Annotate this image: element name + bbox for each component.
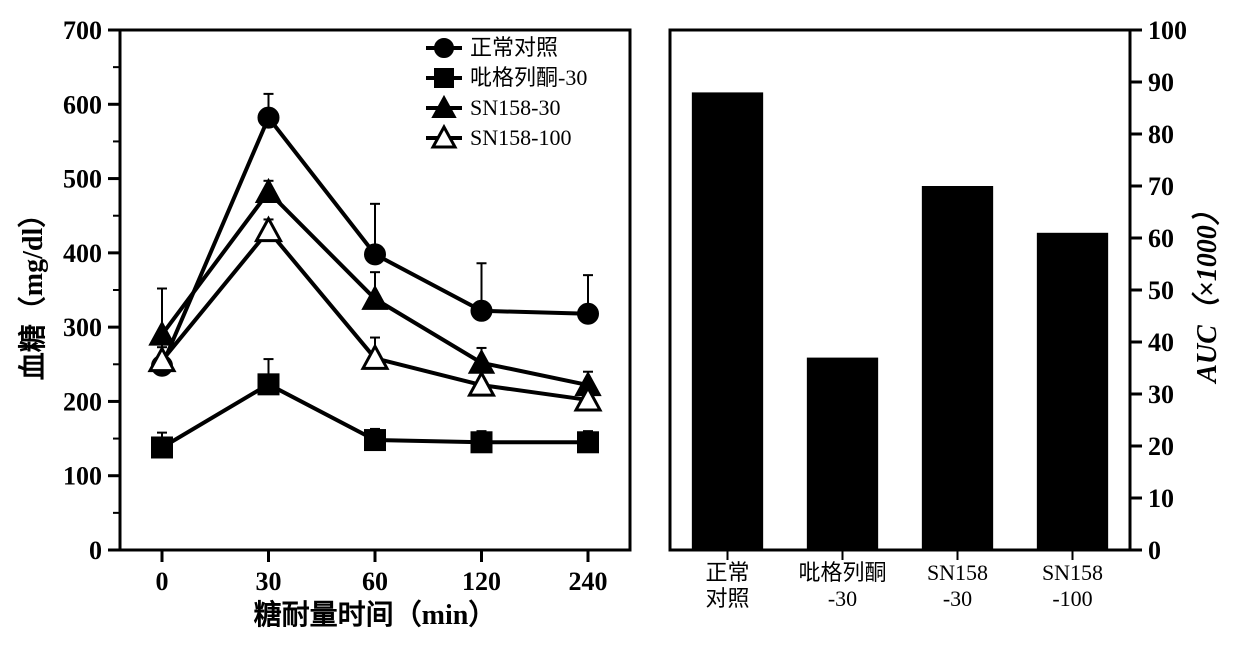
- marker-square: [365, 430, 385, 450]
- bar-y-tick-label: 20: [1148, 432, 1174, 461]
- line-chart-svg: 0 100 200 300 400 500 600 700 0 30 60 120 240 血糖（mg/d…: [10, 10, 650, 630]
- marker-square: [259, 374, 279, 394]
- bar-chart-panel: 0102030405060708090100正常对照吡格列酮-30SN158-3…: [650, 10, 1230, 630]
- bar-y-tick-label: 80: [1148, 120, 1174, 149]
- bar: [1037, 233, 1108, 550]
- y-tick-label: 600: [63, 90, 102, 119]
- bar: [692, 92, 763, 550]
- legend-label: SN158-100: [470, 125, 571, 150]
- bar-y-tick-label: 40: [1148, 328, 1174, 357]
- bar-y-tick-label: 30: [1148, 380, 1174, 409]
- bar: [922, 186, 993, 550]
- x-tick-label: 60: [362, 567, 388, 596]
- bar-cat-label-1: 吡格列酮: [798, 560, 886, 585]
- marker-triangle-filled: [257, 180, 281, 202]
- bar-cat-label-2: -100: [1052, 586, 1092, 611]
- y-tick-label: 700: [63, 16, 102, 45]
- x-tick-label: 30: [256, 567, 282, 596]
- marker-square: [578, 432, 598, 452]
- bar: [807, 358, 878, 550]
- bar-cat-label-1: 正常: [705, 560, 749, 585]
- marker-square: [472, 432, 492, 452]
- bar-y-tick-label: 100: [1148, 16, 1187, 45]
- marker-circle: [578, 304, 598, 324]
- y-tick-label: 100: [63, 462, 102, 491]
- marker-circle: [365, 244, 385, 264]
- legend-label: 正常对照: [470, 35, 558, 60]
- legend-label: 吡格列酮-30: [470, 65, 587, 90]
- bar-y-tick-label: 0: [1148, 536, 1161, 565]
- bar-y-axis-label: AUC（×1000）: [1191, 197, 1223, 385]
- marker-circle: [435, 39, 453, 57]
- bar-y-tick-label: 90: [1148, 68, 1174, 97]
- bar-chart-svg: 0102030405060708090100正常对照吡格列酮-30SN158-3…: [650, 10, 1230, 630]
- marker-triangle-filled: [470, 351, 494, 373]
- line-chart-panel: 0 100 200 300 400 500 600 700 0 30 60 120 240 血糖（mg/d…: [10, 10, 650, 630]
- marker-circle: [472, 301, 492, 321]
- legend-label: SN158-30: [470, 95, 560, 120]
- bar-cat-label-2: -30: [943, 586, 972, 611]
- bar-cat-label-1: SN158: [1042, 560, 1103, 585]
- y-tick-label: 300: [63, 313, 102, 342]
- y-tick-label: 0: [89, 536, 102, 565]
- y-tick-label: 200: [63, 387, 102, 416]
- marker-triangle-open: [257, 219, 281, 241]
- bar-cat-label-1: SN158: [927, 560, 988, 585]
- marker-circle: [259, 108, 279, 128]
- marker-square: [152, 437, 172, 457]
- x-tick-label: 0: [156, 567, 169, 596]
- bar-y-tick-label: 60: [1148, 224, 1174, 253]
- y-tick-label: 500: [63, 165, 102, 194]
- x-axis-label: 糖耐量时间（min）: [254, 598, 497, 630]
- bar-cat-label-2: -30: [828, 586, 857, 611]
- marker-square: [435, 69, 453, 87]
- x-tick-label: 240: [569, 567, 608, 596]
- bar-y-tick-label: 50: [1148, 276, 1174, 305]
- bar-cat-label-2: 对照: [705, 586, 749, 611]
- figure-container: 010020030040050060070003060120240血糖（mg/d…: [10, 10, 1230, 636]
- y-axis-label: 血糖（mg/dl）: [16, 200, 49, 380]
- bar-y-tick-label: 70: [1148, 172, 1174, 201]
- x-tick-label: 120: [462, 567, 501, 596]
- y-tick-label: 400: [63, 239, 102, 268]
- bar-y-tick-label: 10: [1148, 484, 1174, 513]
